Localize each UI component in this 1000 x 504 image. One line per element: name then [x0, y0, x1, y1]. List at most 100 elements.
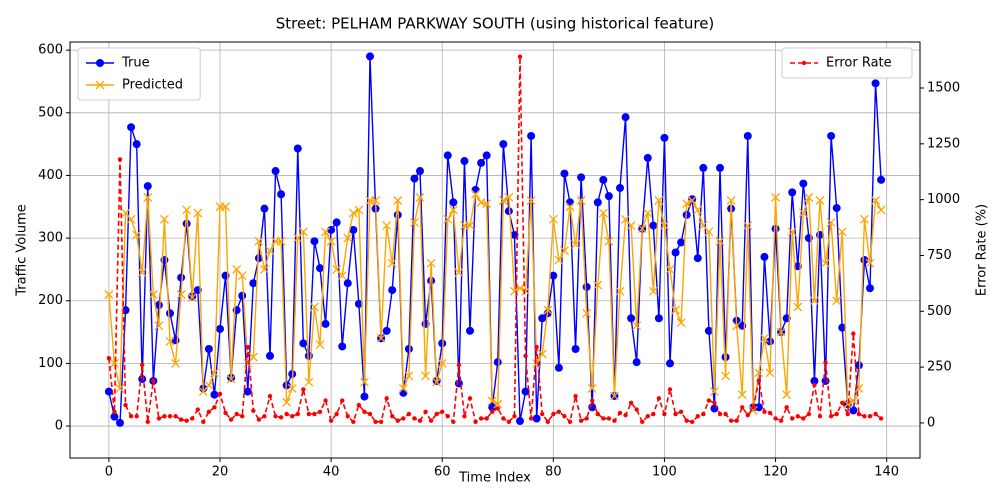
point [815, 196, 825, 205]
point [671, 248, 680, 257]
point [810, 376, 819, 385]
point [204, 344, 213, 353]
point [545, 419, 550, 425]
point [871, 196, 881, 205]
point [682, 199, 692, 209]
point [373, 419, 378, 425]
point [234, 411, 239, 417]
point [751, 405, 756, 410]
point [466, 326, 474, 335]
point [771, 192, 781, 202]
point [567, 419, 573, 425]
point [317, 409, 323, 414]
point [734, 418, 739, 423]
point [604, 192, 613, 201]
point [566, 198, 574, 207]
point [621, 113, 630, 122]
point [715, 236, 725, 246]
point [765, 368, 775, 378]
point [478, 416, 484, 421]
y-tick-label: 600 [38, 43, 63, 58]
point [245, 344, 250, 350]
point [538, 314, 547, 323]
point [443, 214, 453, 224]
point [645, 414, 650, 419]
point [515, 283, 525, 293]
point [551, 411, 556, 417]
point [649, 221, 658, 230]
point [699, 163, 708, 172]
point [409, 217, 419, 227]
point [495, 406, 500, 411]
point [354, 205, 364, 215]
point [532, 358, 542, 368]
point [504, 207, 513, 216]
point [865, 258, 875, 268]
point [537, 349, 547, 359]
point [587, 383, 597, 393]
point [565, 202, 575, 212]
point [465, 221, 475, 231]
point [134, 414, 139, 419]
point [259, 264, 269, 274]
point [554, 255, 564, 265]
point [877, 175, 886, 184]
point [427, 276, 436, 285]
point [548, 214, 558, 224]
point [687, 196, 697, 205]
point [766, 337, 774, 346]
point [512, 414, 517, 419]
point [460, 157, 469, 166]
point [651, 411, 656, 417]
point [801, 416, 806, 421]
point [666, 359, 674, 368]
point [549, 271, 558, 280]
point [517, 54, 523, 59]
point [182, 205, 192, 215]
point [298, 227, 308, 237]
point [484, 416, 489, 421]
point [193, 208, 203, 218]
point [527, 131, 536, 140]
point [221, 202, 231, 212]
point [404, 371, 414, 381]
point [599, 175, 608, 184]
point [628, 400, 634, 406]
point [127, 123, 136, 132]
point [499, 140, 508, 149]
point [254, 236, 264, 246]
y2-tick-label: 1250 [927, 136, 960, 151]
point [332, 218, 341, 227]
point [873, 411, 878, 417]
point [312, 411, 317, 417]
point [643, 208, 653, 218]
point [809, 296, 819, 306]
point [876, 205, 886, 215]
point [404, 344, 413, 353]
point [462, 414, 467, 419]
point [632, 321, 642, 331]
point [456, 362, 462, 368]
point [284, 411, 289, 417]
point [204, 380, 214, 390]
point [395, 418, 400, 423]
point [140, 362, 145, 368]
point [627, 314, 636, 323]
point [360, 392, 369, 401]
point [845, 411, 850, 417]
point [145, 419, 150, 425]
point [804, 192, 814, 202]
point [487, 396, 497, 406]
point [806, 411, 812, 417]
point [799, 179, 808, 188]
point [709, 387, 719, 397]
point [106, 355, 112, 361]
x-tick-label: 60 [434, 465, 451, 480]
point [471, 185, 480, 194]
point [115, 383, 125, 393]
point [154, 301, 163, 310]
point [238, 291, 247, 300]
point [277, 190, 286, 199]
point [251, 408, 256, 413]
y2-tick-label: 750 [927, 248, 952, 263]
